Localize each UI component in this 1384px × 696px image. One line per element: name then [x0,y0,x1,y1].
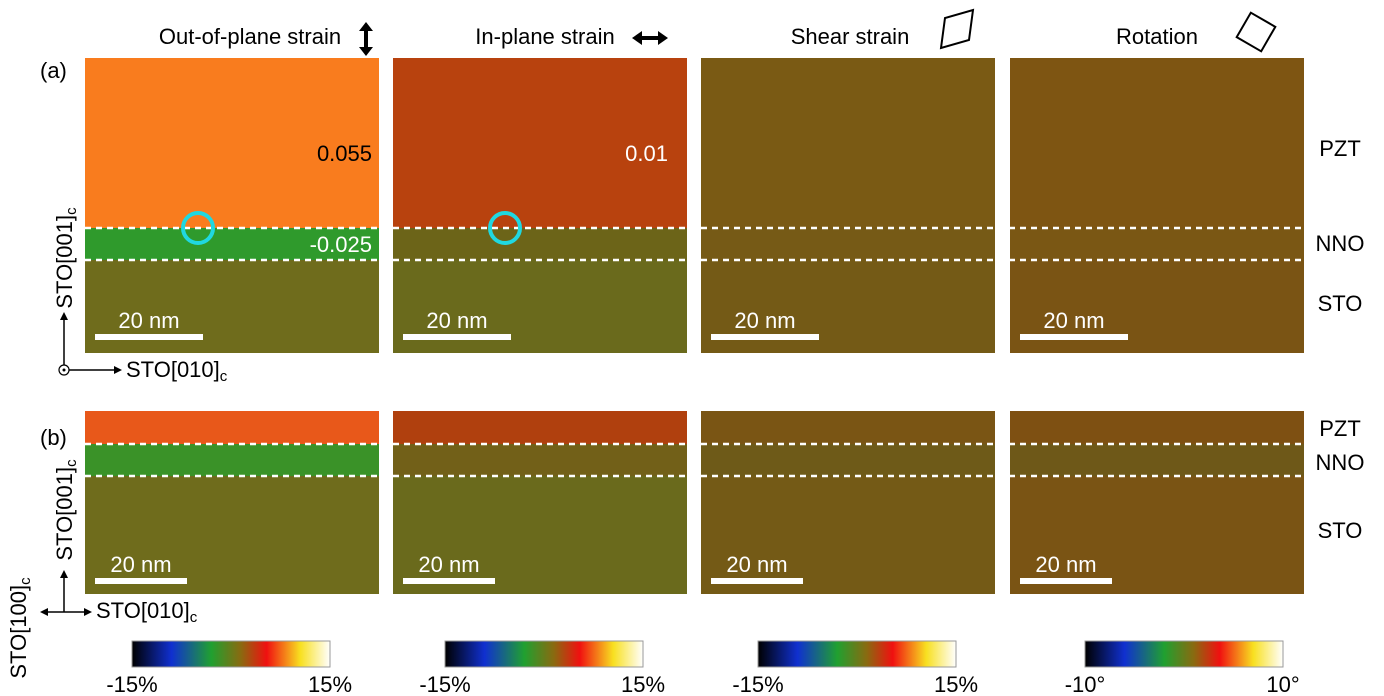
scale-bar-label: 20 nm [1043,308,1104,333]
map-top [393,58,687,228]
marker-circle [181,211,215,245]
arrow-head [114,366,122,374]
layer-label: NNO [1316,450,1365,475]
map-top [1010,411,1304,444]
map-band [1010,444,1304,476]
layer-label: NNO [1316,231,1365,256]
value-annotation: -0.025 [310,232,372,257]
scale-bar [1020,578,1112,584]
axis-label-sub: c [190,609,198,626]
value-annotation: 0.01 [625,141,668,166]
layer-label: STO [1318,291,1363,316]
scale-bar-label: 20 nm [110,552,171,577]
column-title: Rotation [1116,24,1198,49]
map-bottom [393,476,687,594]
layer-label: STO [1318,518,1363,543]
scale-bar [403,334,511,340]
column-title: In-plane strain [475,24,614,49]
colorbar-max: 15% [308,672,352,696]
axis-label: STO[001]c [52,459,80,561]
icon-parallelogram [939,8,975,50]
scale-bar-label: 20 nm [118,308,179,333]
scale-bar [95,334,203,340]
axis-label: STO[100]c [6,577,34,679]
value-annotation: 0.055 [317,141,372,166]
scale-bar [95,578,187,584]
axis-label: STO[010]c [126,357,228,385]
scale-bar-label: 20 nm [734,308,795,333]
marker-circle [488,211,522,245]
axis-label-sub: c [63,459,80,467]
colorbar-max: 15% [934,672,978,696]
axis-label-text: STO[001] [52,215,77,309]
map-band [393,444,687,476]
axis-label-text: STO[010] [126,357,220,382]
column-title: Out-of-plane strain [159,24,341,49]
map-top [85,58,379,228]
scale-bar-label: 20 nm [426,308,487,333]
colorbar-max: 10° [1266,672,1299,696]
scale-bar-label: 20 nm [726,552,787,577]
map-top [1010,58,1304,228]
colorbar [131,640,331,668]
axis-label: STO[010]c [96,598,198,626]
scale-bar [403,578,495,584]
row-label: (b) [40,425,67,450]
colorbar [757,640,957,668]
scale-bar [711,334,819,340]
row-label: (a) [40,58,67,83]
arrow-head [60,312,68,320]
map-top [393,411,687,444]
map-band [701,228,995,260]
axis-label-text: STO[010] [96,598,190,623]
column-title: Shear strain [791,24,910,49]
colorbar-min: -10° [1065,672,1106,696]
axis-label-sub: c [63,207,80,215]
map-band [393,228,687,260]
colorbar-max: 15% [621,672,665,696]
map-bottom [701,476,995,594]
scale-bar [1020,334,1128,340]
map-top [701,411,995,444]
map-top [85,411,379,444]
content: Out-of-plane strain In-plane strain Shear … [6,8,1365,696]
colorbar-min: -15% [419,672,470,696]
axis-label-text: STO[100] [6,585,31,679]
arrow-head [60,570,68,578]
map-band [701,444,995,476]
arrow-head [40,608,48,616]
map-bottom [85,476,379,594]
scale-bar [711,578,803,584]
axis-label-sub: c [220,368,228,385]
axis-label: STO[001]c [52,207,80,309]
arrow-head [84,608,92,616]
map-band [85,228,379,260]
layer-label: PZT [1319,136,1361,161]
axis-dot [62,368,66,372]
axis-label-text: STO[001] [52,467,77,561]
layer-label: PZT [1319,416,1361,441]
map-top [701,58,995,228]
colorbar-min: -15% [732,672,783,696]
scale-bar-label: 20 nm [1035,552,1096,577]
map-band [1010,228,1304,260]
axis-label-sub: c [17,577,34,585]
map-band [85,444,379,476]
colorbar [1084,640,1284,668]
colorbar-min: -15% [106,672,157,696]
icon-square [1235,11,1277,53]
colorbar [444,640,644,668]
scale-bar-label: 20 nm [418,552,479,577]
icon-horizontal-arrow [632,31,668,45]
icon-vertical-arrow [359,22,373,56]
map-bottom [1010,476,1304,594]
